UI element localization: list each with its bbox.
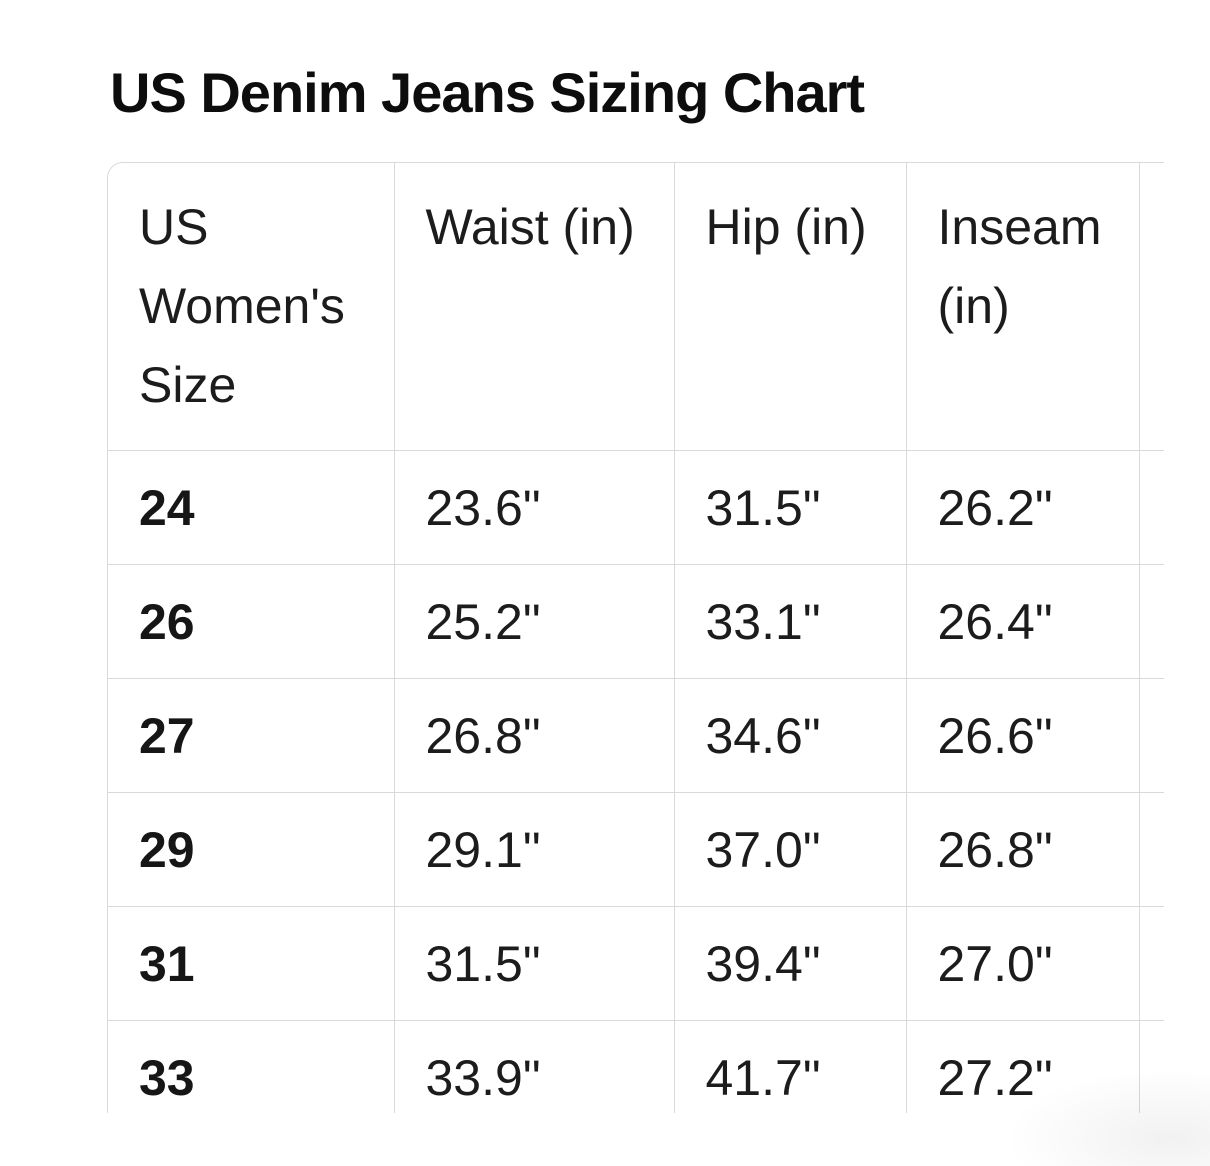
column-header-size: US Women's Size xyxy=(108,163,395,451)
hip-cell: 37.0" xyxy=(674,792,907,907)
size-cell: 29 xyxy=(108,792,395,907)
inseam-cell: 26.6" xyxy=(906,678,1140,793)
hip-cell: 34.6" xyxy=(674,678,907,793)
header-row: US Women's Size Waist (in) Hip (in) Inse… xyxy=(108,163,1164,451)
waist-cell: 33.9" xyxy=(394,1020,675,1113)
inseam-cell: 27.0" xyxy=(906,906,1140,1021)
waist-cell: 29.1" xyxy=(394,792,675,907)
table-row: 27 26.8" 34.6" 26.6" xyxy=(108,678,1164,793)
inseam-cell: 27.2" xyxy=(906,1020,1140,1113)
clipped-cell xyxy=(1139,1020,1164,1113)
waist-cell: 25.2" xyxy=(394,564,675,679)
size-cell: 24 xyxy=(108,450,395,565)
clipped-cell xyxy=(1139,906,1164,1021)
waist-cell: 31.5" xyxy=(394,906,675,1021)
table-frame: US Women's Size Waist (in) Hip (in) Inse… xyxy=(107,162,1164,1113)
inseam-cell: 26.2" xyxy=(906,450,1140,565)
column-header-inseam: Inseam (in) xyxy=(906,163,1140,451)
waist-cell: 23.6" xyxy=(394,450,675,565)
size-cell: 27 xyxy=(108,678,395,793)
waist-cell: 26.8" xyxy=(394,678,675,793)
size-cell: 31 xyxy=(108,906,395,1021)
clipped-cell xyxy=(1139,678,1164,793)
sizing-table: US Women's Size Waist (in) Hip (in) Inse… xyxy=(108,163,1164,1113)
table-viewport: US Women's Size Waist (in) Hip (in) Inse… xyxy=(107,162,1164,1113)
inseam-cell: 26.8" xyxy=(906,792,1140,907)
table-row: 33 33.9" 41.7" 27.2" xyxy=(108,1020,1164,1113)
column-header-clipped xyxy=(1139,163,1164,451)
hip-cell: 41.7" xyxy=(674,1020,907,1113)
size-cell: 26 xyxy=(108,564,395,679)
table-row: 29 29.1" 37.0" 26.8" xyxy=(108,792,1164,907)
hip-cell: 31.5" xyxy=(674,450,907,565)
size-cell: 33 xyxy=(108,1020,395,1113)
clipped-cell xyxy=(1139,450,1164,565)
table-row: 31 31.5" 39.4" 27.0" xyxy=(108,906,1164,1021)
table-row: 26 25.2" 33.1" 26.4" xyxy=(108,564,1164,679)
clipped-cell xyxy=(1139,792,1164,907)
hip-cell: 33.1" xyxy=(674,564,907,679)
clipped-cell xyxy=(1139,564,1164,679)
inseam-cell: 26.4" xyxy=(906,564,1140,679)
column-header-hip: Hip (in) xyxy=(674,163,907,451)
hip-cell: 39.4" xyxy=(674,906,907,1021)
column-header-waist: Waist (in) xyxy=(394,163,675,451)
page-title: US Denim Jeans Sizing Chart xyxy=(110,60,865,124)
table-row: 24 23.6" 31.5" 26.2" xyxy=(108,450,1164,565)
